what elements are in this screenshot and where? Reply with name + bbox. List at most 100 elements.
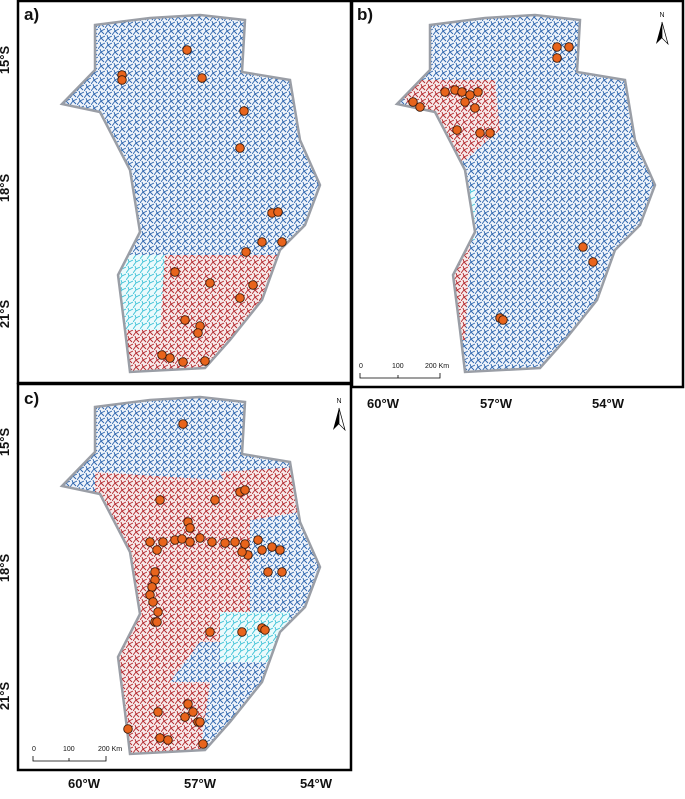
sub-basins <box>100 255 320 372</box>
highlighted-rivers <box>397 80 500 165</box>
site-point <box>465 90 475 100</box>
site-point <box>200 356 210 366</box>
panel-frame <box>16 382 353 772</box>
site-point <box>157 350 167 360</box>
site-point <box>498 315 508 325</box>
site-point <box>207 537 217 547</box>
site-point <box>178 357 188 367</box>
site-point <box>170 267 180 277</box>
site-point <box>457 87 467 97</box>
site-point <box>163 735 173 745</box>
site-point <box>180 315 190 325</box>
north-arrow: N <box>333 398 346 432</box>
north-arrow: N <box>656 12 669 46</box>
site-point <box>178 419 188 429</box>
site-point <box>460 97 470 107</box>
scale-label: 200 Km <box>425 363 449 370</box>
site-point <box>564 42 574 52</box>
site-point <box>248 280 258 290</box>
lat-label: 21°S <box>0 300 12 329</box>
scale-label: 200 Km <box>98 746 122 753</box>
lat-label: 21°S <box>0 682 12 711</box>
site-point <box>239 106 249 116</box>
site-point <box>165 353 175 363</box>
site-point <box>150 567 160 577</box>
basin-rivers <box>397 15 655 372</box>
scale-label: 100 <box>63 746 75 753</box>
site-point <box>470 103 480 113</box>
lat-label: 15°S <box>0 428 12 457</box>
site-point <box>185 523 195 533</box>
site-point <box>241 247 251 257</box>
basin-outline <box>59 395 322 756</box>
site-point <box>205 278 215 288</box>
site-point <box>180 712 190 722</box>
site-point <box>195 717 205 727</box>
basin-outline <box>394 13 657 374</box>
site-point <box>240 485 250 495</box>
site-point <box>240 539 250 549</box>
north-label: N <box>659 12 664 19</box>
site-point <box>552 53 562 63</box>
scale-label: 0 <box>359 363 363 370</box>
site-point <box>235 293 245 303</box>
site-point <box>275 545 285 555</box>
panel-frame <box>350 0 685 389</box>
site-point <box>153 707 163 717</box>
site-point <box>205 627 215 637</box>
panel-label: c) <box>24 389 39 408</box>
lat-label: 15°S <box>0 46 12 75</box>
site-point <box>155 733 165 743</box>
site-point <box>147 582 157 592</box>
basin-outline <box>59 13 322 374</box>
lon-label: 60°W <box>68 776 101 791</box>
site-point <box>230 537 240 547</box>
site-point <box>193 328 203 338</box>
lon-label: 57°W <box>480 396 513 411</box>
site-point <box>277 567 287 577</box>
site-point <box>182 45 192 55</box>
panel-label: a) <box>24 5 39 24</box>
site-point <box>153 607 163 617</box>
scale-bar: 0 100 200 Km <box>32 746 122 762</box>
lon-label: 54°W <box>592 396 625 411</box>
site-point <box>485 128 495 138</box>
north-label: N <box>336 398 341 405</box>
site-point <box>237 627 247 637</box>
cyan-rivers <box>110 255 165 330</box>
scale-label: 100 <box>392 363 404 370</box>
site-point <box>152 617 162 627</box>
site-point <box>408 97 418 107</box>
site-point <box>260 625 270 635</box>
site-point <box>257 545 267 555</box>
site-point <box>257 237 267 247</box>
highlighted-rivers <box>220 467 300 522</box>
site-point <box>235 143 245 153</box>
site-point <box>267 542 277 552</box>
site-point <box>185 537 195 547</box>
site-point <box>220 538 230 548</box>
lon-label: 54°W <box>300 776 333 791</box>
site-point <box>155 495 165 505</box>
scale-label: 0 <box>32 746 36 753</box>
site-point <box>177 534 187 544</box>
site-point <box>588 257 598 267</box>
scale-bar: 0 100 200 Km <box>359 363 449 379</box>
site-point <box>183 699 193 709</box>
site-point <box>415 102 425 112</box>
site-point <box>145 537 155 547</box>
site-point <box>188 707 198 717</box>
maps <box>59 13 657 756</box>
site-point <box>195 533 205 543</box>
site-point <box>273 207 283 217</box>
site-point <box>198 739 208 749</box>
basin-map <box>59 395 322 756</box>
site-point <box>158 537 168 547</box>
site-point <box>452 125 462 135</box>
site-point <box>123 724 133 734</box>
basin-map <box>394 13 657 374</box>
site-point <box>263 567 273 577</box>
site-point <box>237 547 247 557</box>
lon-label: 60°W <box>367 396 400 411</box>
site-point <box>197 73 207 83</box>
